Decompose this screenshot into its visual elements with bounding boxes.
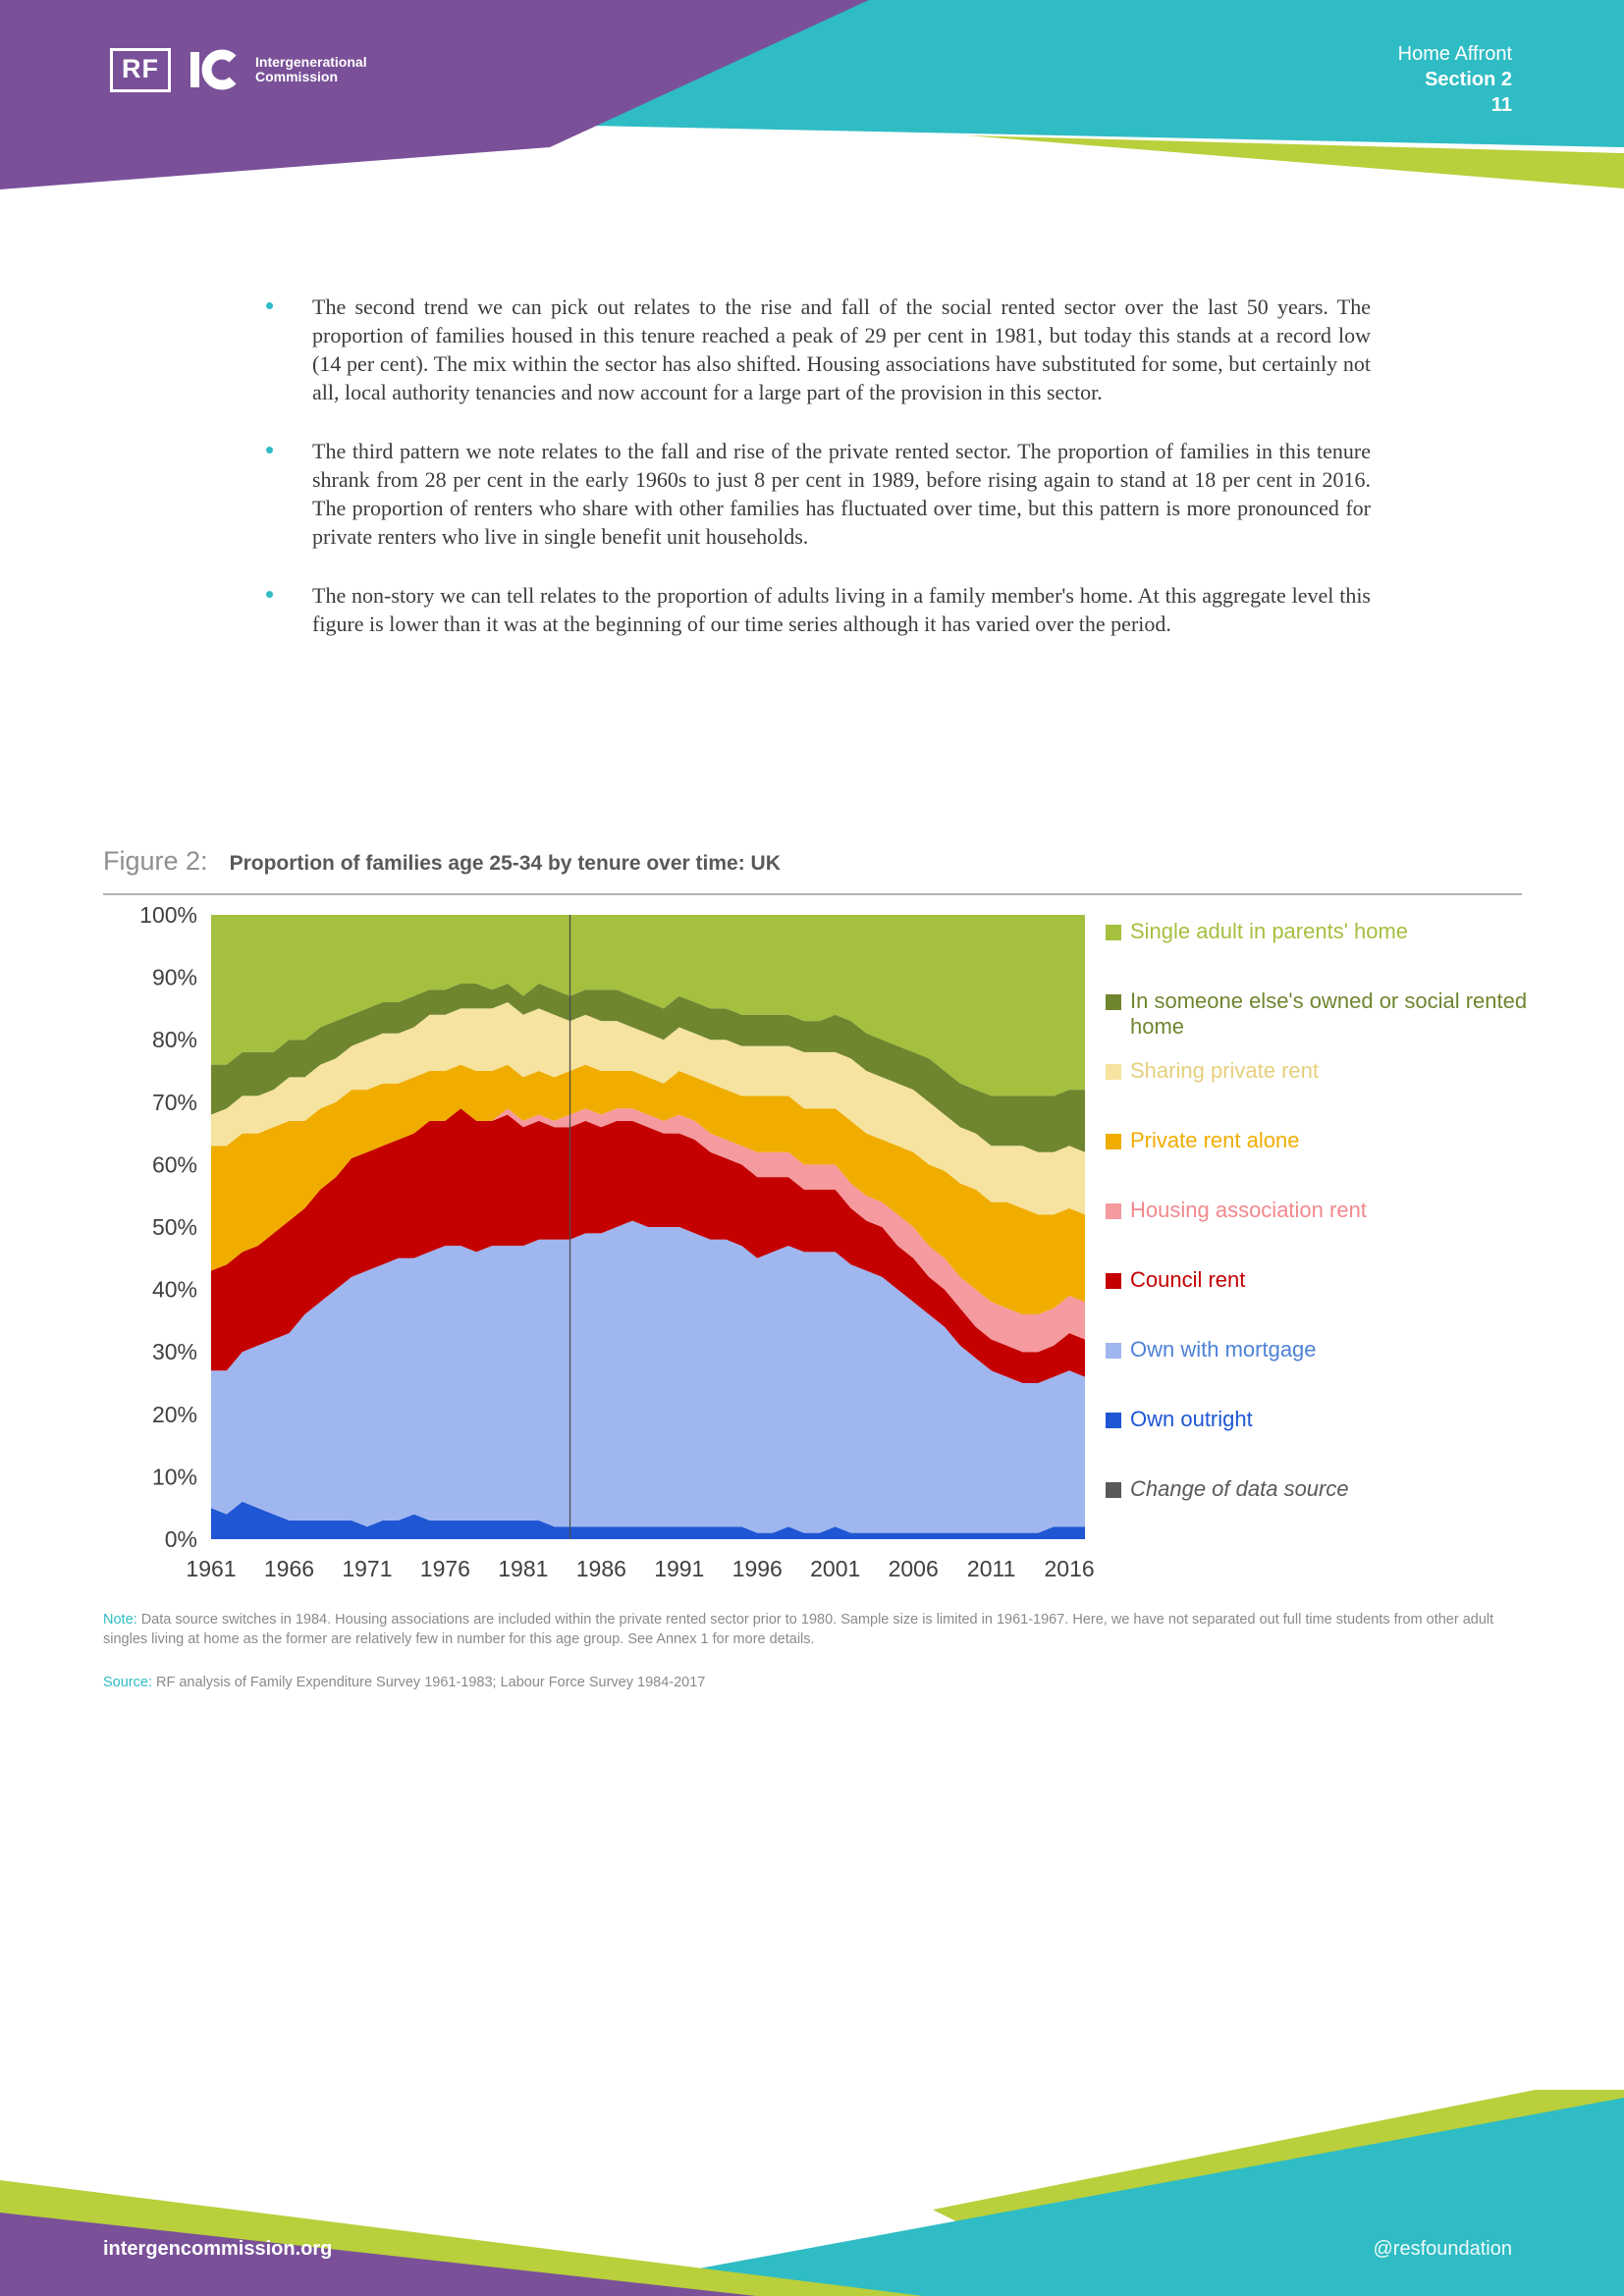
- legend-label: Sharing private rent: [1130, 1058, 1319, 1083]
- footer-teal-band: [550, 2098, 1624, 2296]
- legend-swatch-icon: [1106, 1203, 1121, 1219]
- figure-caption: Figure 2: Proportion of families age 25-…: [103, 846, 781, 877]
- footer-social-handle[interactable]: @resfoundation: [1373, 2238, 1512, 2260]
- x-axis-tick-label: 2016: [1045, 1556, 1095, 1581]
- x-axis-tick-label: 2011: [967, 1556, 1015, 1581]
- y-axis-tick-label: 100%: [139, 902, 197, 928]
- legend-label: Council rent: [1130, 1267, 1246, 1292]
- x-axis-tick-label: 1961: [186, 1556, 236, 1581]
- legend-swatch-icon: [1106, 1413, 1121, 1428]
- bullet-list: The second trend we can pick out relates…: [263, 292, 1371, 668]
- x-axis-tick-label: 1991: [654, 1556, 704, 1581]
- legend-swatch-icon: [1106, 925, 1121, 940]
- org-name-line1: Intergenerational: [255, 54, 367, 70]
- header-meta: Home Affront Section 2 11: [1398, 41, 1512, 118]
- area-housing-association-rent: [211, 1108, 1085, 1353]
- page-number: 11: [1490, 94, 1512, 116]
- bullet-item: The non-story we can tell relates to the…: [263, 580, 1371, 638]
- y-axis-tick-label: 50%: [152, 1214, 197, 1240]
- legend-swatch-icon: [1106, 994, 1121, 1010]
- x-axis-tick-label: 2001: [810, 1556, 860, 1581]
- header-lime-band: [967, 135, 1624, 188]
- legend-item: Change of data source: [1106, 1476, 1534, 1546]
- legend-item: Single adult in parents' home: [1106, 919, 1534, 988]
- legend-swatch-icon: [1106, 1134, 1121, 1149]
- legend-swatch-icon: [1106, 1064, 1121, 1080]
- area-single-adult-in-parents-home: [211, 915, 1085, 1096]
- bullet-text: The non-story we can tell relates to the…: [312, 583, 1371, 636]
- header-purple-band: [0, 0, 869, 189]
- legend-label: Change of data source: [1130, 1476, 1349, 1501]
- source-text: RF analysis of Family Expenditure Survey…: [156, 1675, 706, 1690]
- figure-title: Proportion of families age 25-34 by tenu…: [229, 852, 781, 875]
- x-axis-tick-label: 1986: [576, 1556, 626, 1581]
- x-axis-tick-label: 2006: [889, 1556, 939, 1581]
- legend-item: Council rent: [1106, 1267, 1534, 1337]
- caption-divider: [103, 893, 1522, 895]
- report-title: Home Affront: [1397, 43, 1512, 65]
- footer-decoration: [0, 2090, 1624, 2296]
- legend-label: Single adult in parents' home: [1130, 919, 1409, 943]
- y-axis-tick-label: 0%: [165, 1526, 197, 1552]
- legend-item: Housing association rent: [1106, 1198, 1534, 1267]
- x-axis-tick-label: 1996: [732, 1556, 783, 1581]
- legend-label: Own with mortgage: [1130, 1337, 1317, 1362]
- section-label: Section 2: [1425, 69, 1512, 90]
- figure-note: Note: Data source switches in 1984. Hous…: [103, 1610, 1525, 1649]
- legend-label: In someone else's owned or social rented…: [1130, 988, 1528, 1039]
- org-name: Intergenerational Commission: [255, 55, 367, 84]
- bullet-item: The second trend we can pick out relates…: [263, 292, 1371, 406]
- bullet-text: The second trend we can pick out relates…: [312, 294, 1371, 404]
- area-sharing-private-rent: [211, 1002, 1085, 1215]
- y-axis-tick-label: 30%: [152, 1339, 197, 1364]
- ic-logo-icon: [190, 49, 237, 90]
- legend-item: Own with mortgage: [1106, 1337, 1534, 1407]
- brand-logo: RF Intergenerational Commission: [110, 47, 367, 92]
- legend-item: Private rent alone: [1106, 1128, 1534, 1198]
- figure-label: Figure 2:: [103, 846, 208, 876]
- header-teal-band: [591, 0, 1624, 147]
- chart-legend: Single adult in parents' home In someone …: [1106, 919, 1534, 1546]
- area-in-someone-else-s-owned-or-social-rented-home: [211, 984, 1085, 1152]
- legend-item: Sharing private rent: [1106, 1058, 1534, 1128]
- legend-item: Own outright: [1106, 1407, 1534, 1476]
- legend-label: Own outright: [1130, 1407, 1253, 1431]
- legend-label: Housing association rent: [1130, 1198, 1367, 1222]
- area-own-with-mortgage: [211, 1220, 1085, 1533]
- note-label: Note:: [103, 1612, 137, 1628]
- footer-site-link[interactable]: intergencommission.org: [103, 2238, 333, 2260]
- bullet-text: The third pattern we note relates to the…: [312, 439, 1371, 549]
- y-axis-tick-label: 20%: [152, 1402, 197, 1427]
- y-axis-tick-label: 60%: [152, 1151, 197, 1177]
- legend-swatch-icon: [1106, 1343, 1121, 1359]
- figure-source: Source: RF analysis of Family Expenditur…: [103, 1673, 1525, 1692]
- area-own-outright: [211, 1501, 1085, 1539]
- y-axis-tick-label: 70%: [152, 1090, 197, 1115]
- y-axis-tick-label: 10%: [152, 1464, 197, 1489]
- legend-swatch-icon: [1106, 1482, 1121, 1498]
- area-council-rent: [211, 1108, 1085, 1383]
- note-text: Data source switches in 1984. Housing as…: [103, 1612, 1494, 1647]
- figure-chart: 0% 10% 20% 30% 40% 50% 60% 70% 80% 90% 100% 1961 196…: [139, 902, 1095, 1581]
- footer-purple-band: [0, 2213, 756, 2296]
- x-axis-tick-label: 1976: [420, 1556, 470, 1581]
- y-axis-tick-label: 90%: [152, 965, 197, 990]
- legend-swatch-icon: [1106, 1273, 1121, 1289]
- legend-label: Private rent alone: [1130, 1128, 1300, 1152]
- bullet-item: The third pattern we note relates to the…: [263, 436, 1371, 551]
- source-label: Source:: [103, 1675, 152, 1690]
- x-axis-tick-label: 1981: [498, 1556, 548, 1581]
- org-name-line2: Commission: [255, 69, 339, 84]
- y-axis-tick-label: 80%: [152, 1027, 197, 1052]
- x-axis-tick-label: 1971: [342, 1556, 392, 1581]
- y-axis-tick-label: 40%: [152, 1277, 197, 1303]
- area-private-rent-alone: [211, 1064, 1085, 1314]
- rf-logo: RF: [110, 47, 171, 92]
- x-axis-tick-label: 1966: [264, 1556, 314, 1581]
- header-decoration: [0, 0, 1624, 189]
- legend-item: In someone else's owned or social rented…: [1106, 988, 1534, 1058]
